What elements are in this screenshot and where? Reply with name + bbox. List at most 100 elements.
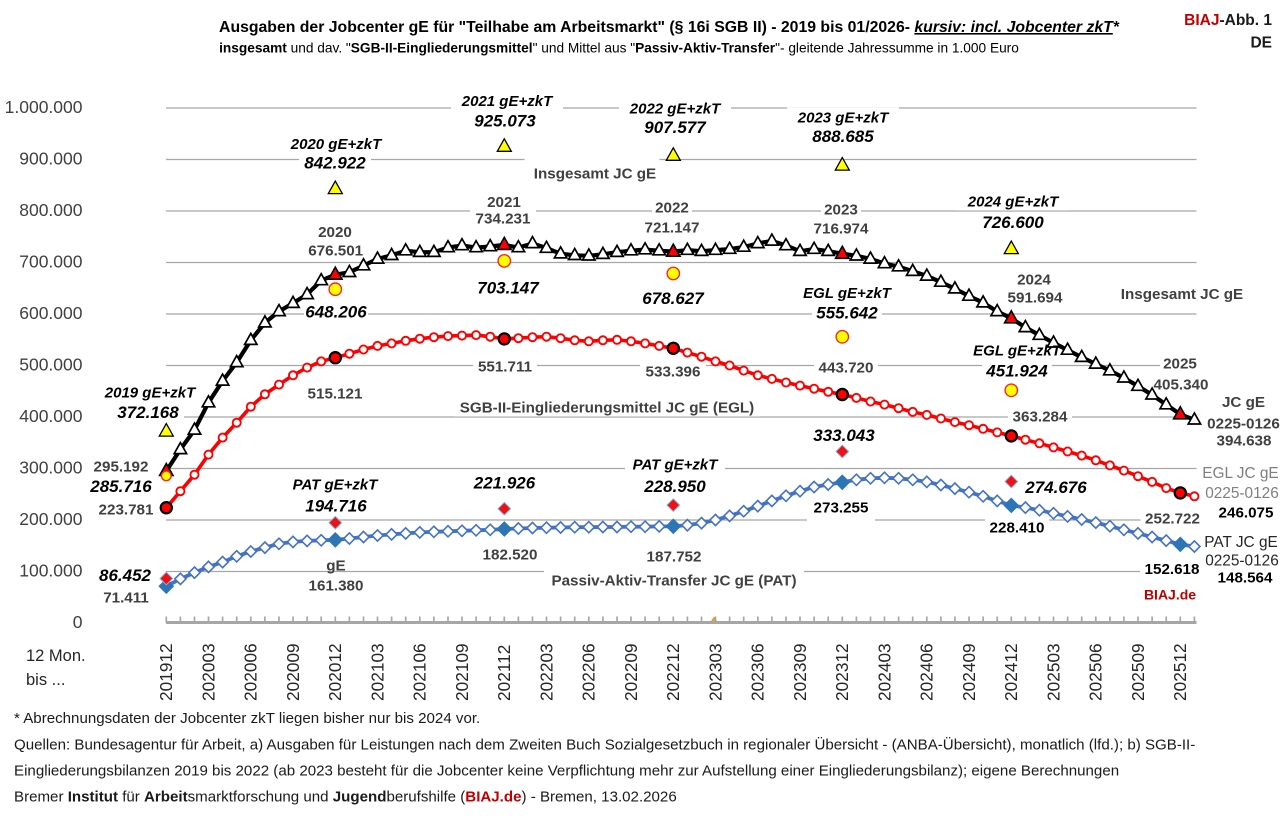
svg-text:405.340: 405.340 xyxy=(1154,376,1209,393)
svg-text:221.926: 221.926 xyxy=(473,474,536,493)
svg-text:PAT JC gE: PAT JC gE xyxy=(1204,534,1278,551)
svg-text:2022 gE+zkT: 2022 gE+zkT xyxy=(629,100,722,117)
svg-text:187.752: 187.752 xyxy=(647,548,702,565)
svg-text:86.452: 86.452 xyxy=(99,566,152,585)
svg-text:200.000: 200.000 xyxy=(19,509,83,529)
svg-text:223.781: 223.781 xyxy=(99,501,154,518)
svg-text:SGB-II-Eingliederungsmittel JC: SGB-II-Eingliederungsmittel JC gE (EGL) xyxy=(460,399,755,416)
svg-text:194.716: 194.716 xyxy=(305,497,367,516)
svg-text:2021 gE+zkT: 2021 gE+zkT xyxy=(461,93,554,110)
svg-text:2020: 2020 xyxy=(318,224,352,241)
svg-text:600.000: 600.000 xyxy=(19,303,83,323)
svg-text:295.192: 295.192 xyxy=(94,458,149,475)
svg-text:1.000.000: 1.000.000 xyxy=(5,97,83,117)
svg-text:555.642: 555.642 xyxy=(816,303,878,322)
svg-text:676.501: 676.501 xyxy=(308,242,363,259)
svg-text:Bremer Institut für Arbeitsmar: Bremer Institut für Arbeitsmarktforschun… xyxy=(14,789,677,806)
svg-text:202103: 202103 xyxy=(367,643,387,701)
svg-text:2023 gE+zkT: 2023 gE+zkT xyxy=(797,109,890,126)
svg-text:252.722: 252.722 xyxy=(1145,510,1200,527)
svg-text:202512: 202512 xyxy=(1170,643,1190,701)
svg-text:BIAJ-Abb. 1: BIAJ-Abb. 1 xyxy=(1184,12,1272,29)
svg-text:202209: 202209 xyxy=(621,643,641,701)
svg-text:363.284: 363.284 xyxy=(1013,408,1068,425)
svg-text:451.924: 451.924 xyxy=(985,362,1048,381)
svg-text:443.720: 443.720 xyxy=(819,359,874,376)
svg-text:202109: 202109 xyxy=(452,643,472,701)
svg-text:400.000: 400.000 xyxy=(19,406,83,426)
svg-text:202406: 202406 xyxy=(917,643,937,701)
svg-text:202503: 202503 xyxy=(1043,643,1063,701)
svg-text:202509: 202509 xyxy=(1128,643,1148,701)
svg-text:202003: 202003 xyxy=(198,643,218,701)
svg-text:202306: 202306 xyxy=(748,643,768,701)
svg-text:71.411: 71.411 xyxy=(103,589,149,606)
svg-text:500.000: 500.000 xyxy=(19,355,83,375)
svg-text:721.147: 721.147 xyxy=(645,219,700,236)
svg-text:202203: 202203 xyxy=(536,643,556,701)
svg-text:842.922: 842.922 xyxy=(304,154,366,173)
svg-text:202506: 202506 xyxy=(1086,643,1106,701)
svg-text:Ausgaben der Jobcenter gE für: Ausgaben der Jobcenter gE für "Teilhabe … xyxy=(219,19,1120,36)
svg-text:800.000: 800.000 xyxy=(19,200,83,220)
svg-text:202412: 202412 xyxy=(1001,643,1021,701)
svg-text:2022: 2022 xyxy=(655,199,689,216)
svg-text:228.950: 228.950 xyxy=(643,477,706,496)
svg-text:202309: 202309 xyxy=(790,643,810,701)
svg-text:202006: 202006 xyxy=(241,643,261,701)
svg-text:12 Mon.: 12 Mon. xyxy=(26,647,86,665)
svg-text:907.577: 907.577 xyxy=(644,118,707,137)
svg-text:202009: 202009 xyxy=(283,643,303,701)
svg-text:2021: 2021 xyxy=(487,194,521,211)
svg-text:202312: 202312 xyxy=(832,643,852,701)
svg-text:925.073: 925.073 xyxy=(474,112,536,131)
svg-text:703.147: 703.147 xyxy=(477,279,540,298)
svg-text:648.206: 648.206 xyxy=(305,303,367,322)
svg-text:888.685: 888.685 xyxy=(812,127,874,146)
svg-text:2019 gE+zkT: 2019 gE+zkT xyxy=(104,384,197,401)
svg-text:0225-0126: 0225-0126 xyxy=(1207,415,1280,432)
svg-text:201912: 201912 xyxy=(156,643,176,701)
svg-text:bis ...: bis ... xyxy=(26,671,65,689)
svg-text:700.000: 700.000 xyxy=(19,252,83,272)
svg-text:161.380: 161.380 xyxy=(309,577,364,594)
svg-text:726.600: 726.600 xyxy=(982,213,1044,232)
svg-text:716.974: 716.974 xyxy=(814,220,869,237)
svg-text:734.231: 734.231 xyxy=(476,210,531,227)
svg-text:182.520: 182.520 xyxy=(483,546,538,563)
svg-text:0225-0126: 0225-0126 xyxy=(1205,485,1279,502)
svg-text:2025: 2025 xyxy=(1163,355,1197,372)
svg-text:2024 gE+zkT: 2024 gE+zkT xyxy=(967,193,1060,210)
svg-text:591.694: 591.694 xyxy=(1008,289,1063,306)
svg-text:Quellen: Bundesagentur für Arb: Quellen: Bundesagentur für Arbeit, a) Au… xyxy=(14,736,1195,754)
svg-text:insgesamt und dav. "SGB-II-Ein: insgesamt und dav. "SGB-II-Eingliederung… xyxy=(219,41,1019,56)
svg-text:148.564: 148.564 xyxy=(1218,569,1273,586)
svg-text:202012: 202012 xyxy=(325,643,345,701)
svg-text:0: 0 xyxy=(73,612,83,632)
svg-text:202112: 202112 xyxy=(494,645,514,701)
svg-text:285.716: 285.716 xyxy=(89,477,152,496)
svg-text:515.121: 515.121 xyxy=(308,385,363,402)
svg-text:152.618: 152.618 xyxy=(1145,561,1200,578)
svg-text:JC gE: JC gE xyxy=(1222,394,1265,411)
svg-text:* Abrechnungsdaten der Jobcent: * Abrechnungsdaten der Jobcenter zkT lie… xyxy=(14,710,480,727)
svg-text:DE: DE xyxy=(1250,35,1272,52)
svg-text:EGL JC gE: EGL JC gE xyxy=(1202,465,1278,482)
svg-text:Insgesamt JC gE: Insgesamt JC gE xyxy=(1121,286,1243,303)
svg-text:202106: 202106 xyxy=(410,643,430,701)
svg-text:BIAJ.de: BIAJ.de xyxy=(1144,587,1196,603)
svg-text:PAT gE+zkT: PAT gE+zkT xyxy=(293,476,380,493)
svg-text:202409: 202409 xyxy=(959,643,979,701)
svg-text:202403: 202403 xyxy=(874,643,894,701)
svg-text:100.000: 100.000 xyxy=(19,561,83,581)
svg-text:372.168: 372.168 xyxy=(117,403,179,422)
svg-text:273.255: 273.255 xyxy=(814,499,869,516)
svg-text:Eingliederungsbilanzen 2019 bi: Eingliederungsbilanzen 2019 bis 2022 (ab… xyxy=(14,763,1119,780)
svg-text:202212: 202212 xyxy=(663,643,683,701)
svg-text:202303: 202303 xyxy=(705,643,725,701)
svg-text:394.638: 394.638 xyxy=(1217,432,1272,449)
svg-text:Passiv-Aktiv-Transfer JC gE (P: Passiv-Aktiv-Transfer JC gE (PAT) xyxy=(551,572,796,589)
svg-text:533.396: 533.396 xyxy=(646,363,701,380)
svg-text:PAT gE+zkT: PAT gE+zkT xyxy=(633,456,720,473)
svg-text:300.000: 300.000 xyxy=(19,458,83,478)
